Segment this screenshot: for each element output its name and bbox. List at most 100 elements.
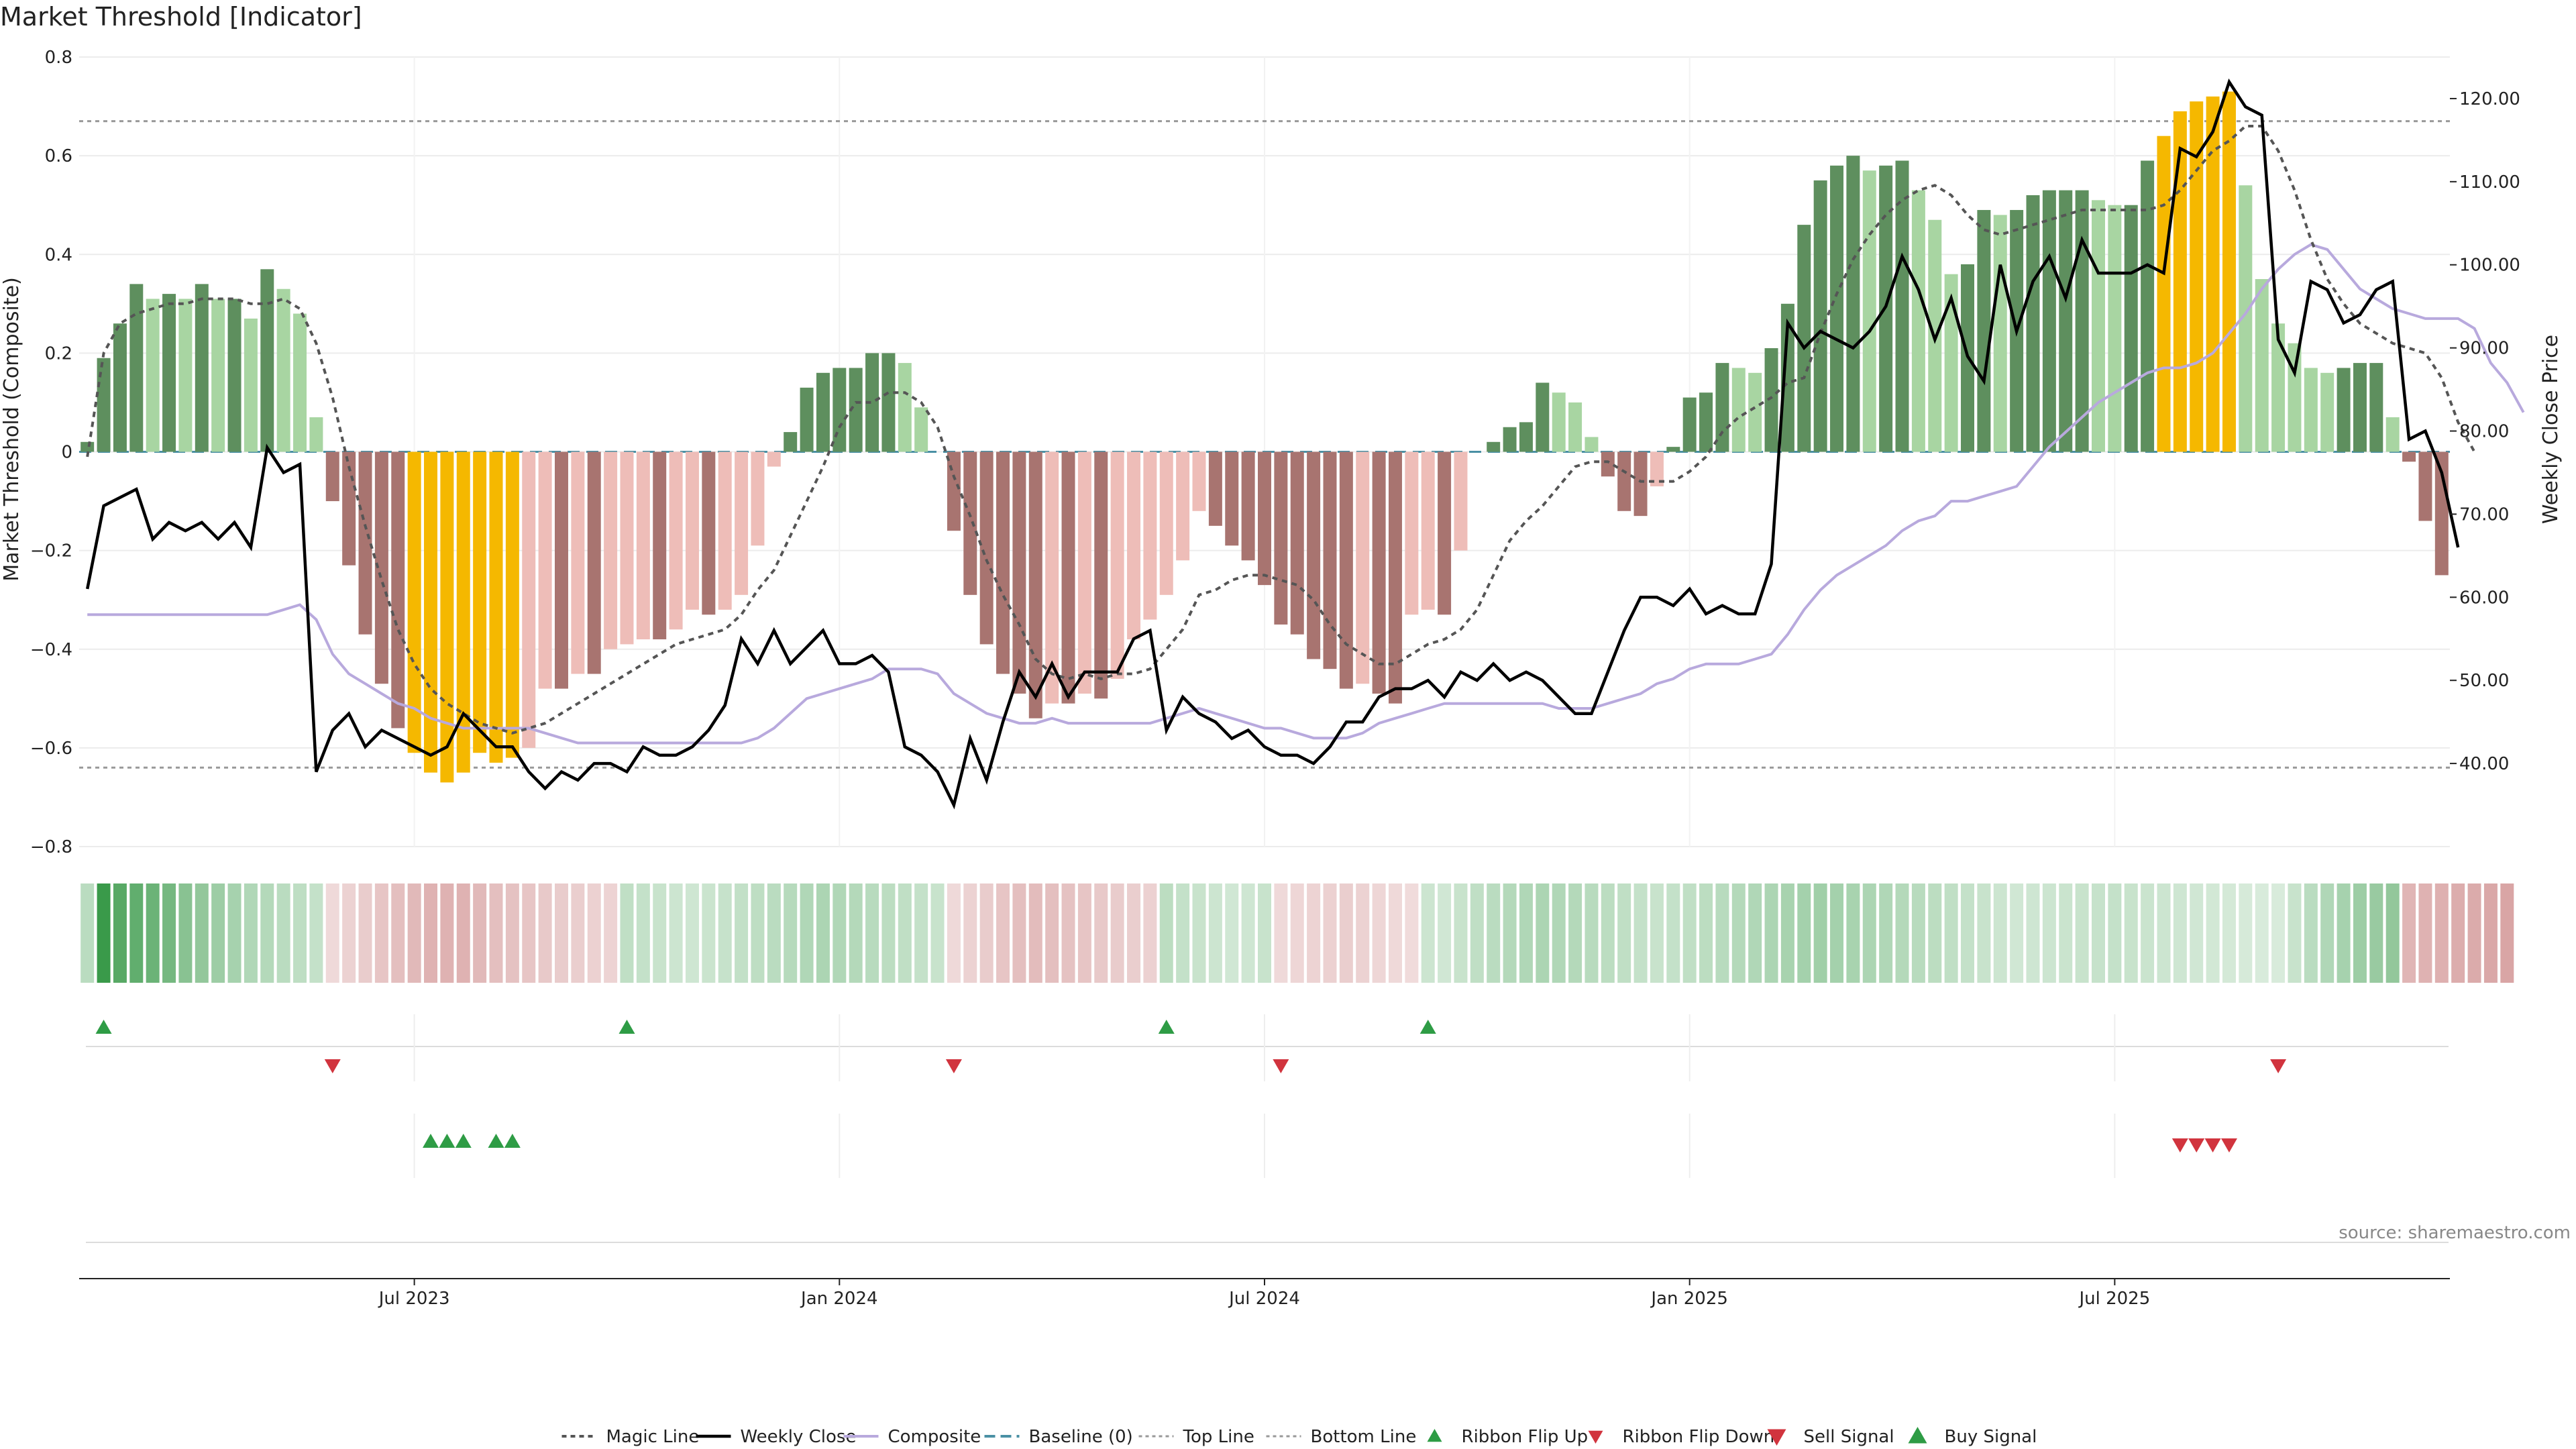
composite-bar bbox=[1797, 225, 1811, 452]
ribbon-flip-up-marker bbox=[95, 1020, 112, 1034]
ribbon-cell bbox=[1372, 883, 1386, 983]
ribbon-cell bbox=[97, 883, 111, 983]
composite-bar bbox=[1977, 210, 1991, 452]
composite-bar bbox=[1339, 451, 1353, 689]
composite-bar bbox=[816, 372, 830, 452]
composite-bar bbox=[1061, 451, 1075, 704]
composite-bar bbox=[2092, 200, 2105, 452]
composite-bar bbox=[97, 358, 111, 452]
composite-bar bbox=[1552, 392, 1566, 452]
ribbon-cell bbox=[2483, 883, 2498, 983]
ribbon-cell bbox=[604, 883, 618, 983]
ribbon-cell bbox=[669, 883, 683, 983]
ribbon-cell bbox=[391, 883, 405, 983]
composite-bar bbox=[1094, 451, 1108, 699]
composite-bar bbox=[2173, 111, 2187, 452]
ribbon-cell bbox=[244, 883, 258, 983]
ribbon-cell bbox=[342, 883, 356, 983]
composite-bar bbox=[1208, 451, 1222, 526]
ribbon-cell bbox=[1225, 883, 1239, 983]
x-axis-ticks: Jul 2023 Jan 2024 Jul 2024 Jan 2025 Jul 2025 bbox=[79, 1278, 2450, 1309]
composite-bar bbox=[636, 451, 650, 640]
composite-bar bbox=[227, 299, 241, 452]
composite-bar bbox=[1503, 427, 1517, 452]
ribbon-cell bbox=[1780, 883, 1794, 983]
composite-bar bbox=[979, 451, 994, 645]
composite-bar bbox=[604, 451, 618, 649]
composite-bar bbox=[1764, 348, 1778, 452]
ribbon-cell bbox=[914, 883, 928, 983]
signal-panels bbox=[86, 1014, 2449, 1243]
ribbon-cell bbox=[80, 883, 95, 983]
composite-bar bbox=[1650, 451, 1664, 486]
composite-bar bbox=[1699, 392, 1713, 452]
ribbon-cell bbox=[1339, 883, 1353, 983]
ribbon-cell bbox=[522, 883, 536, 983]
ribbon-cell bbox=[113, 883, 127, 983]
ribbon-cell bbox=[2353, 883, 2367, 983]
composite-bar bbox=[800, 387, 814, 452]
legend-item-label: Baseline (0) bbox=[1029, 1427, 1133, 1447]
ribbon-cell bbox=[620, 883, 634, 983]
x-tick-label: Jan 2025 bbox=[1650, 1289, 1728, 1309]
ribbon-cell bbox=[996, 883, 1010, 983]
ribbon-cell bbox=[505, 883, 519, 983]
ribbon-cell bbox=[1208, 883, 1222, 983]
y-left-tick-label: 0 bbox=[61, 443, 72, 463]
ribbon-cell bbox=[129, 883, 144, 983]
composite-bar bbox=[473, 451, 487, 753]
ribbon-cell bbox=[489, 883, 503, 983]
ribbon-cell bbox=[2108, 883, 2122, 983]
ribbon-flip-up-marker bbox=[1158, 1020, 1175, 1034]
y-right-tick-label: 40.00 bbox=[2459, 754, 2509, 774]
ribbon-cell bbox=[2320, 883, 2334, 983]
composite-bar bbox=[1323, 451, 1337, 669]
y-left-tick-label: −0.6 bbox=[30, 739, 72, 759]
sell-signal-marker bbox=[2204, 1138, 2221, 1152]
ribbon-cell bbox=[1862, 883, 1876, 983]
ribbon-cell bbox=[309, 883, 323, 983]
ribbon-flip-up-marker bbox=[1419, 1020, 1436, 1034]
composite-bar bbox=[1895, 160, 1909, 452]
ribbon-cell bbox=[2369, 883, 2383, 983]
ribbon-cell bbox=[2010, 883, 2024, 983]
ribbon-cell bbox=[554, 883, 568, 983]
buy-signal-marker bbox=[439, 1134, 455, 1148]
ribbon-cell bbox=[636, 883, 650, 983]
ribbon-cell bbox=[2075, 883, 2089, 983]
ribbon-cell bbox=[702, 883, 716, 983]
ribbon-cell bbox=[1323, 883, 1337, 983]
ribbon-cell bbox=[178, 883, 193, 983]
composite-bar bbox=[1045, 451, 1059, 704]
y-left-tick-label: 0.8 bbox=[45, 48, 72, 68]
composite-bar bbox=[849, 368, 863, 452]
composite-bar bbox=[391, 451, 405, 729]
ribbon-cell bbox=[2141, 883, 2155, 983]
composite-bar bbox=[489, 451, 503, 763]
legend-item-label: Sell Signal bbox=[1804, 1427, 1894, 1447]
ribbon-cell bbox=[1666, 883, 1680, 983]
composite-bar bbox=[718, 451, 732, 610]
composite-bar bbox=[2042, 190, 2056, 452]
x-tick-label: Jul 2024 bbox=[1228, 1289, 1300, 1309]
composite-bar bbox=[571, 451, 585, 674]
composite-bar bbox=[505, 451, 519, 758]
y-right-label: Weekly Close Price bbox=[2539, 335, 2563, 524]
ribbon-cell bbox=[1813, 883, 1827, 983]
composite-bar bbox=[1830, 165, 1844, 452]
ribbon-cell bbox=[1879, 883, 1893, 983]
composite-bar bbox=[2353, 363, 2367, 452]
ribbon-cell bbox=[865, 883, 879, 983]
composite-bar bbox=[538, 451, 552, 689]
composite-bar bbox=[898, 363, 912, 452]
y-left-ticks: 0.8 0.6 0.4 0.2 0 −0.2 −0.4 −0.6 −0.8 bbox=[30, 48, 72, 857]
ribbon-cell bbox=[407, 883, 421, 983]
x-tick-label: Jan 2024 bbox=[800, 1289, 878, 1309]
ribbon-cell bbox=[653, 883, 667, 983]
y-left-tick-label: 0.6 bbox=[45, 146, 72, 166]
ribbon-cell bbox=[1961, 883, 1975, 983]
composite-bar bbox=[1290, 451, 1304, 635]
composite-bar bbox=[767, 451, 781, 467]
buy-signal-marker bbox=[455, 1134, 472, 1148]
ribbon-cell bbox=[374, 883, 388, 983]
